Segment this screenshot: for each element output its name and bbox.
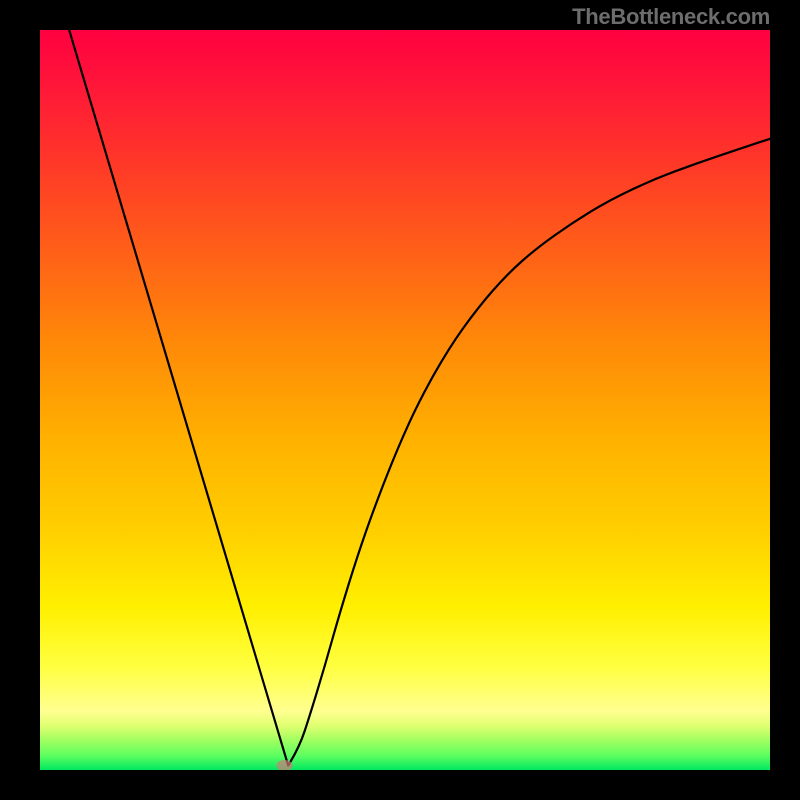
plot-svg bbox=[40, 30, 770, 770]
chart-container: TheBottleneck.com bbox=[0, 0, 800, 800]
watermark-text: TheBottleneck.com bbox=[572, 4, 770, 30]
gradient-background bbox=[40, 30, 770, 770]
plot-area bbox=[40, 30, 770, 770]
